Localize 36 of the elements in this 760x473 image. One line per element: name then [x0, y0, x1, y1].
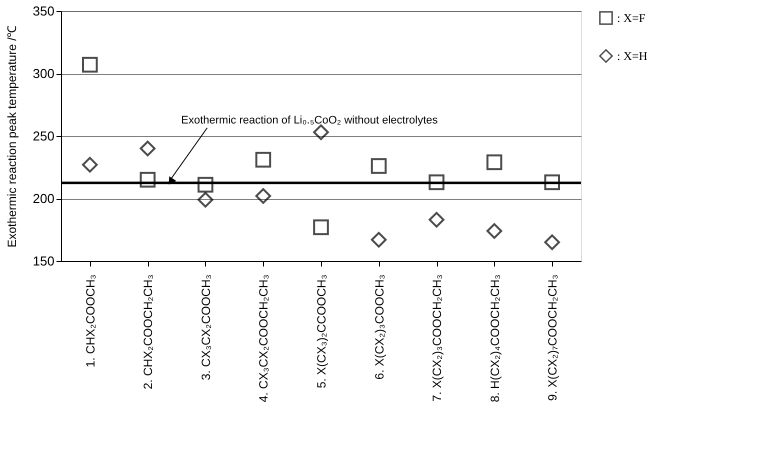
x-tick-label: 6. X(CX₂)₃COOCH₃: [372, 274, 386, 380]
y-tick-label: 350: [32, 4, 54, 18]
point: [544, 174, 560, 190]
point: [255, 152, 272, 168]
legend-label: : X=H: [617, 49, 648, 63]
point: [370, 232, 387, 248]
point: [486, 154, 502, 170]
y-tick-label: 300: [32, 66, 54, 81]
point: [82, 56, 98, 73]
x-tick-label: 7. X(CX₂)₃COOCH₂CH₃: [430, 274, 444, 402]
x-tick-label: 4. CX₃CX₂COOCH₂CH₃: [256, 274, 271, 402]
x-tick-label: 9. X(CX₂)₇COOCH₂CH₃: [546, 274, 560, 401]
x-tick-label: 3. CX₃CX₂COOCH₃: [198, 274, 213, 380]
point: [370, 158, 387, 174]
y-tick-label: 200: [32, 191, 54, 206]
point: [428, 212, 444, 228]
point: [428, 174, 444, 190]
x-tick-label: 1. CHX₂COOCH₃: [83, 274, 98, 368]
x-tick-label: 8. H(CX₂)₄COOCH₂CH₃: [488, 274, 502, 402]
point: [313, 124, 329, 140]
legend-label: : X=F: [617, 11, 646, 25]
point: [198, 192, 214, 208]
point: [313, 219, 329, 236]
point: [140, 140, 156, 156]
point: [82, 156, 98, 173]
y-axis-title: Exothermic reaction peak temperature /℃: [4, 25, 19, 248]
point: [140, 172, 156, 188]
point: [544, 234, 560, 250]
point: [255, 188, 272, 204]
y-tick-label: 150: [32, 254, 54, 268]
x-tick-label: 2. CHX₂COOCH₂CH₃: [141, 274, 156, 390]
point: [198, 176, 214, 193]
x-tick-label: 5. X(CX₃)₂CCOOCH₃: [314, 274, 328, 388]
point: [486, 223, 502, 239]
ref-line-label: Exothermic reaction of Li₀.₅CoO₂ without electrolytes: [181, 114, 438, 126]
y-tick-label: 250: [32, 128, 54, 144]
